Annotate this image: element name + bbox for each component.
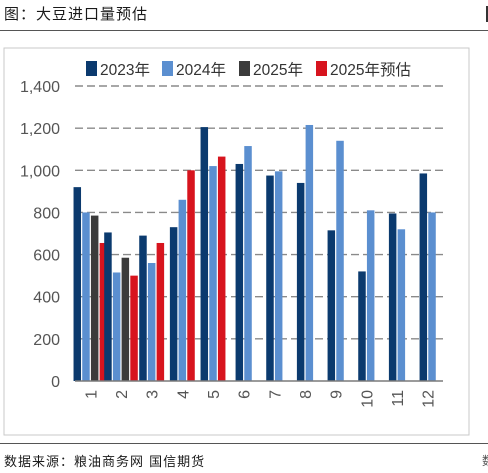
bottom-rule	[0, 443, 488, 444]
x-tick-label: 6	[237, 390, 254, 399]
y-tick-label: 200	[33, 332, 60, 349]
x-tick-label: 3	[145, 390, 162, 399]
bar	[305, 124, 314, 381]
x-tick-label: 7	[267, 390, 284, 399]
bar	[82, 212, 90, 381]
legend-swatch	[316, 61, 327, 76]
bar	[358, 271, 366, 381]
bar	[428, 212, 436, 381]
bar	[99, 242, 108, 381]
x-tick-label: 2	[114, 390, 131, 399]
x-tick-label: 1	[83, 390, 100, 399]
bar	[90, 215, 99, 381]
x-tick-label: 12	[421, 390, 438, 408]
legend-label: 2023年	[100, 61, 150, 79]
y-tick-label: 600	[33, 248, 60, 265]
data-source: 数据来源：粮油商务网 国信期货	[4, 455, 206, 470]
bar	[104, 232, 112, 381]
bar	[112, 272, 121, 381]
bar	[296, 182, 305, 381]
x-tick-label: 9	[329, 390, 346, 399]
legend-swatch	[239, 61, 250, 76]
bar	[274, 171, 283, 381]
grid-lines	[75, 85, 443, 340]
legend-label: 2025年预估	[330, 61, 411, 79]
bar	[139, 235, 147, 381]
legend-swatch	[162, 61, 173, 76]
y-tick-labels: 0 200 400 600 800 1,000 1,200 1,400	[20, 79, 60, 391]
bar	[397, 229, 406, 381]
top-rule	[0, 30, 488, 31]
legend: 2023年 2024年 2025年 2025年预估	[86, 61, 411, 79]
y-tick-label: 400	[33, 290, 60, 307]
x-tick-label: 4	[175, 390, 192, 399]
y-tick-label: 800	[33, 205, 60, 222]
bar	[244, 146, 252, 381]
y-tick-label: 1,400	[20, 79, 60, 96]
x-tick-labels: 1 2 3 4 5 6 7 8 9 10 11 12	[83, 390, 437, 408]
bar	[327, 230, 336, 381]
bar	[217, 156, 226, 381]
bar	[73, 187, 82, 381]
legend-label: 2025年	[253, 61, 303, 79]
chart-frame	[3, 47, 470, 436]
bar	[388, 213, 397, 381]
bar	[187, 170, 195, 381]
x-tick-label: 5	[206, 390, 223, 399]
y-tick-label: 0	[51, 374, 60, 391]
x-tick-label: 11	[390, 390, 407, 407]
bar	[156, 242, 165, 381]
y-tick-label: 1,000	[20, 163, 60, 180]
bar	[336, 140, 344, 381]
bar	[366, 210, 375, 381]
bar	[178, 199, 187, 381]
bar	[130, 275, 138, 381]
title-edge-marker	[486, 6, 488, 22]
x-tick-label: 10	[359, 390, 376, 408]
bar	[169, 227, 178, 381]
bar	[200, 127, 209, 381]
bar	[121, 257, 130, 381]
figure-title: 图：大豆进口量预估	[4, 5, 149, 23]
bar	[266, 175, 274, 381]
bar	[419, 173, 428, 381]
legend-label: 2024年	[176, 61, 226, 79]
bar	[147, 263, 156, 381]
legend-swatch	[86, 61, 97, 76]
bar-marks	[73, 124, 436, 381]
y-tick-label: 1,200	[20, 121, 60, 138]
bar	[235, 163, 244, 381]
source-edge-glyph: 数	[482, 452, 488, 469]
bar	[209, 166, 217, 381]
x-tick-label: 8	[298, 390, 315, 399]
